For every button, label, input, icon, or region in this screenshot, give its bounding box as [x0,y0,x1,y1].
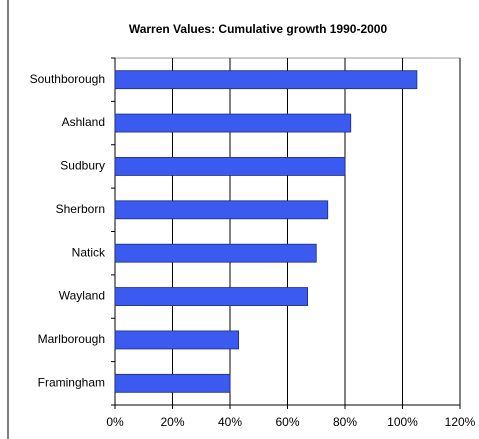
x-tick-label: 40% [218,415,242,429]
y-tick-label: Framingham [38,375,105,389]
y-tick-label: Marlborough [38,332,105,346]
x-tick-label: 80% [333,415,357,429]
y-tick-label: Ashland [62,115,105,129]
x-tick-label: 60% [275,415,299,429]
x-tick-label: 0% [106,415,124,429]
bar [114,287,309,306]
x-tick-label: 100% [387,415,418,429]
y-tick-label: Sherborn [56,202,105,216]
bar [114,200,329,220]
bar [114,330,240,350]
bar [114,157,346,176]
y-tick-label: Wayland [59,289,105,303]
bar [114,243,317,263]
y-tick-label: Sudbury [60,159,105,173]
chart-title: Warren Values: Cumulative growth 1990-20… [129,22,388,36]
y-tick-label: Natick [72,245,106,259]
bar [114,373,231,393]
bar [114,113,352,133]
x-tick-label: 20% [160,415,184,429]
x-tick-label: 120% [445,415,476,429]
bar [114,70,418,90]
y-tick-label: Southborough [30,72,105,86]
